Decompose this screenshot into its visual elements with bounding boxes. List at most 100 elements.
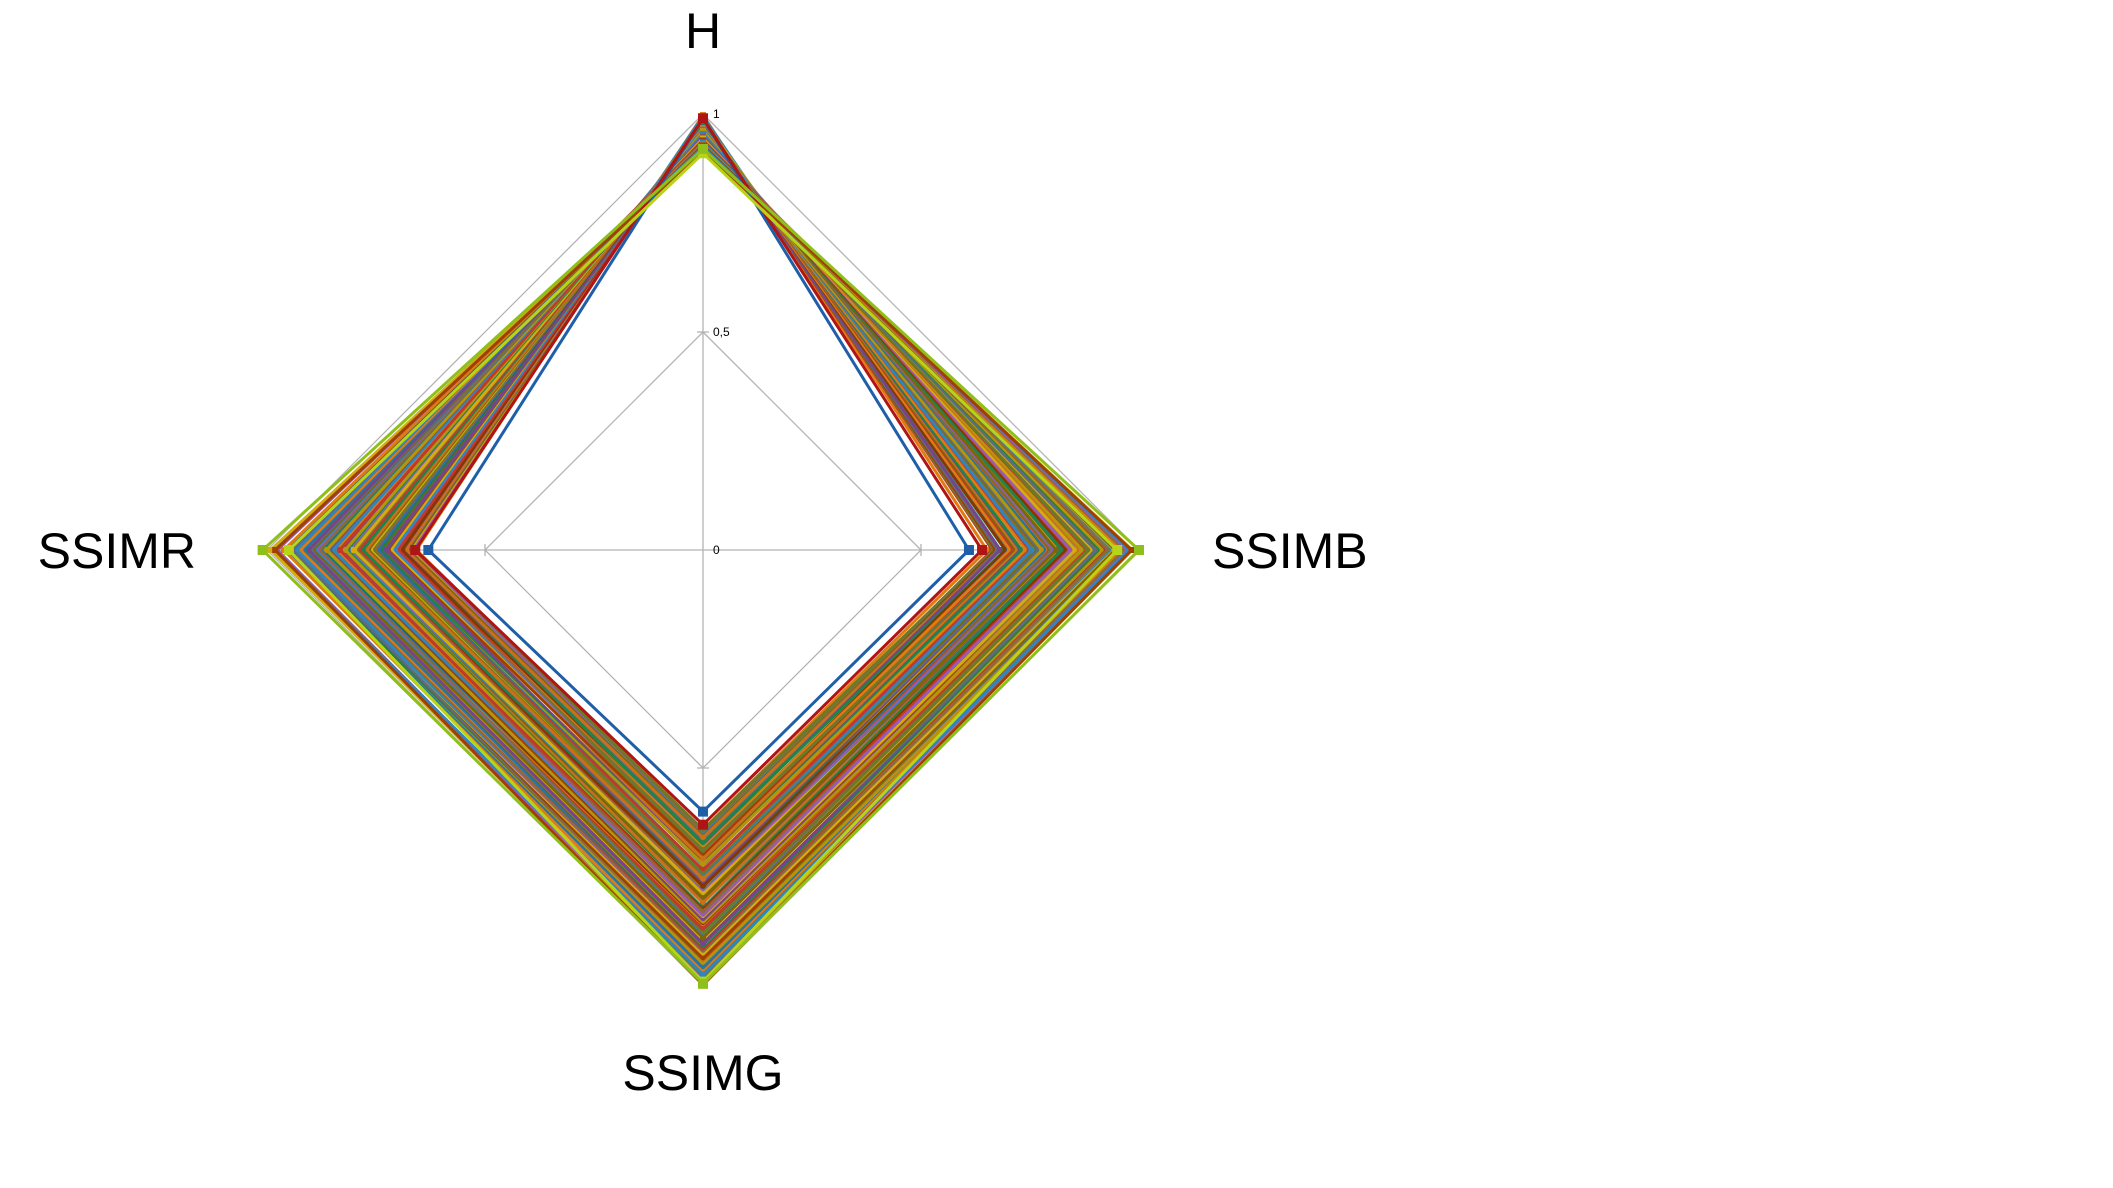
series-point — [336, 547, 343, 553]
series-point — [1028, 547, 1035, 553]
series-point — [1092, 547, 1099, 553]
series-point — [342, 547, 349, 553]
series-point — [700, 961, 706, 968]
series-line — [337, 132, 1073, 914]
series-point — [1084, 547, 1091, 553]
axis-label-h: H — [685, 3, 721, 59]
series-point — [1067, 547, 1074, 553]
series-point — [423, 545, 434, 555]
series-point — [1104, 547, 1111, 553]
series-line — [324, 133, 1078, 922]
series-point — [283, 545, 294, 555]
series-line — [351, 128, 1062, 897]
series-point — [363, 547, 370, 553]
series-point — [1134, 545, 1144, 555]
series-point — [398, 547, 405, 553]
series-point — [1002, 547, 1009, 553]
series-point — [293, 547, 300, 553]
series-line — [372, 123, 1036, 877]
axis-label-layer: H SSIMB SSIMG SSIMR — [38, 3, 1368, 1101]
axis-label-ssimg: SSIMG — [622, 1045, 783, 1101]
series-point — [700, 955, 706, 962]
series-line — [355, 127, 1045, 893]
series-point — [300, 547, 307, 553]
series-point — [330, 547, 337, 553]
series-point — [1022, 547, 1029, 553]
series-point — [272, 547, 279, 553]
tick-label: 0 — [713, 543, 720, 557]
series-point — [700, 875, 706, 882]
series-point — [700, 899, 706, 906]
series-point — [1063, 547, 1070, 553]
series-point — [700, 840, 706, 847]
series-line — [344, 130, 1064, 911]
series-point — [323, 547, 330, 553]
series-point — [410, 545, 421, 555]
axis-label-ssimr: SSIMR — [38, 523, 196, 579]
series-point — [700, 971, 706, 978]
series-point — [359, 547, 366, 553]
axis-label-ssimb: SSIMB — [1212, 523, 1368, 579]
series-line — [344, 129, 1067, 905]
series-point — [698, 806, 708, 817]
series-point — [1128, 547, 1135, 553]
series-point — [997, 547, 1004, 553]
series-point — [700, 866, 706, 873]
series-point — [700, 930, 706, 937]
series-point — [1039, 547, 1046, 553]
series-line — [331, 131, 1079, 923]
series-point — [700, 940, 706, 947]
tick-layer: 00,51 — [713, 107, 730, 557]
series-point — [1007, 547, 1014, 553]
tick-label: 0,5 — [713, 325, 730, 339]
series-point — [700, 895, 706, 902]
series-point — [700, 891, 706, 898]
series-point — [698, 143, 708, 154]
series-point — [698, 978, 708, 989]
grid-layer — [266, 113, 1140, 987]
series-point — [698, 819, 708, 830]
series-point — [1053, 547, 1060, 553]
series-line — [321, 134, 1083, 927]
series-line — [346, 129, 1056, 895]
series-point — [1072, 547, 1079, 553]
series-point — [1112, 545, 1123, 555]
series-point — [1099, 547, 1106, 553]
series-point — [700, 861, 706, 868]
series-point — [963, 545, 974, 555]
series-line — [329, 132, 1073, 919]
series-point — [1121, 547, 1128, 553]
series-point — [297, 547, 304, 553]
series-point — [700, 883, 706, 890]
series-point — [374, 547, 381, 553]
series-point — [700, 852, 706, 859]
series-point — [383, 547, 390, 553]
series-point — [977, 545, 988, 555]
series-point — [700, 855, 706, 862]
series-point — [395, 547, 402, 553]
series-line — [344, 130, 1059, 901]
series-point — [700, 934, 706, 941]
series-line — [364, 125, 1048, 881]
series-line — [363, 125, 1042, 886]
highlight-layer — [257, 113, 1144, 989]
series-point — [700, 964, 706, 971]
series-line — [354, 127, 1056, 895]
series-point — [700, 826, 706, 833]
series-point — [350, 547, 357, 553]
series-point — [391, 547, 398, 553]
series-point — [700, 847, 706, 854]
series-point — [1018, 547, 1025, 553]
series-point — [700, 834, 706, 841]
series-point — [1058, 547, 1065, 553]
series-point — [1079, 547, 1086, 553]
series-point — [698, 113, 708, 124]
series-point — [700, 871, 706, 878]
series-point — [316, 547, 323, 553]
series-point — [257, 545, 268, 555]
series-point — [700, 926, 706, 933]
series-point — [402, 547, 409, 553]
series-point — [700, 909, 706, 916]
